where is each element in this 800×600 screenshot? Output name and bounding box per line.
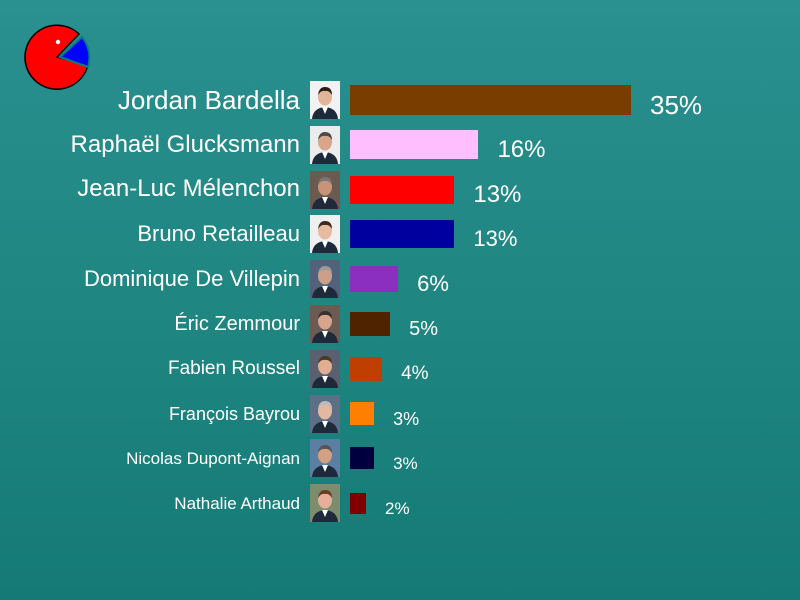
bar (350, 492, 367, 514)
bar (350, 312, 391, 336)
category-label: Éric Zemmour (174, 313, 300, 335)
bar (350, 220, 455, 249)
value-label: 35% (650, 90, 703, 120)
candidate-portrait-icon (310, 125, 340, 164)
candidate-portrait-icon (310, 81, 340, 119)
bar-row: Jordan Bardella 35% (0, 80, 800, 120)
category-label: Nicolas Dupont-Aignan (126, 449, 300, 469)
value-label: 13% (473, 226, 518, 252)
candidate-portrait-icon (310, 260, 340, 299)
category-label: Nathalie Arthaud (174, 493, 300, 513)
candidate-portrait-icon (310, 215, 340, 254)
value-label: 3% (393, 453, 418, 473)
bar (350, 130, 479, 160)
value-label: 5% (409, 318, 439, 340)
bar-row: Nathalie Arthaud 2% (0, 483, 800, 523)
category-label: Jordan Bardella (117, 84, 300, 115)
logo-pie-wedge (58, 35, 90, 69)
value-label: 6% (417, 271, 449, 297)
value-label: 13% (473, 180, 522, 208)
candidate-portrait-icon (310, 439, 340, 478)
bar-row: Raphaël Glucksmann 16% (0, 125, 800, 165)
value-label: 3% (393, 408, 420, 429)
bar (350, 402, 375, 426)
bar (350, 85, 631, 115)
bar (350, 175, 455, 204)
candidate-portrait-icon (310, 305, 340, 343)
category-label: Dominique De Villepin (83, 266, 300, 292)
bar-row: Jean-Luc Mélenchon 13% (0, 170, 800, 210)
bar-row: Fabien Roussel 4% (0, 349, 800, 389)
category-label: François Bayrou (168, 403, 300, 424)
category-label: Bruno Retailleau (137, 221, 300, 247)
bar (350, 356, 383, 381)
value-label: 4% (401, 363, 429, 385)
logo-eye (55, 39, 61, 45)
candidate-portrait-icon (310, 349, 340, 388)
bar-row: François Bayrou 3% (0, 394, 800, 434)
bar-row: Dominique De Villepin 6% (0, 259, 800, 299)
logo-pie-body (24, 24, 89, 90)
category-label: Fabien Roussel (167, 358, 300, 380)
bar (350, 266, 399, 293)
value-label: 16% (497, 135, 546, 163)
bar-row: Bruno Retailleau 13% (0, 214, 800, 254)
candidate-portrait-icon (310, 484, 340, 523)
pacman-pie-logo-icon (24, 24, 90, 90)
candidate-portrait-icon (310, 394, 340, 433)
value-label: 2% (385, 498, 410, 518)
candidate-portrait-icon (310, 170, 340, 209)
bar-row: Nicolas Dupont-Aignan 3% (0, 438, 800, 478)
bar-row: Éric Zemmour 5% (0, 304, 800, 344)
category-label: Jean-Luc Mélenchon (77, 175, 300, 203)
bar (350, 447, 375, 470)
category-label: Raphaël Glucksmann (70, 130, 300, 158)
